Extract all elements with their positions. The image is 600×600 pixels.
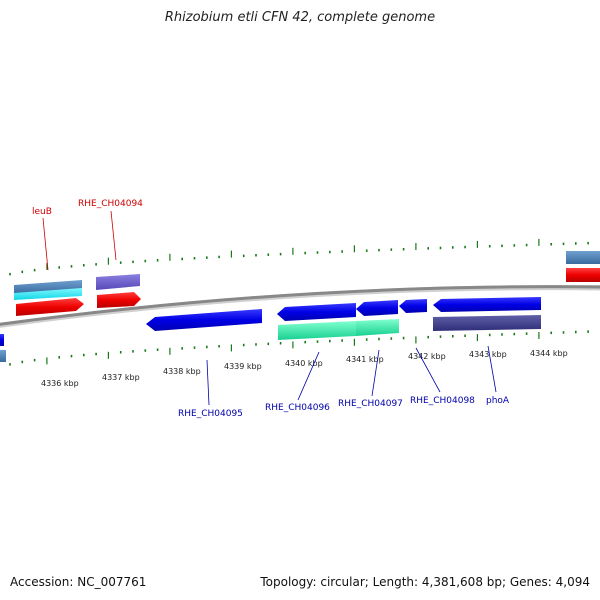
gene-feature[interactable] (96, 274, 140, 290)
lower-tick-track (9, 330, 589, 366)
reverse-gene-labels: RHE_CH04095 RHE_CH04096 RHE_CH04097 RHE_… (178, 345, 510, 419)
tick-label: 4342 kbp (408, 352, 446, 361)
gene-feature[interactable] (433, 297, 541, 312)
tick-label: 4337 kbp (102, 373, 140, 382)
gene-label-rhe-ch04096[interactable]: RHE_CH04096 (265, 403, 330, 413)
gene-feature[interactable] (0, 350, 6, 362)
gene-label-rhe-ch04098[interactable]: RHE_CH04098 (410, 396, 475, 406)
tick-label: 4341 kbp (346, 355, 384, 364)
gene-feature[interactable] (0, 334, 4, 346)
tick-label: 4339 kbp (224, 362, 262, 371)
gene-feature[interactable] (566, 268, 600, 282)
gene-feature[interactable] (356, 319, 399, 336)
tick-labels: 4336 kbp 4337 kbp 4338 kbp 4339 kbp 4340… (41, 349, 568, 388)
gene-feature[interactable] (146, 309, 262, 331)
gene-feature[interactable] (278, 321, 356, 340)
gene-label-rhe-ch04094[interactable]: RHE_CH04094 (78, 199, 143, 209)
gene-label-leub[interactable]: leuB (32, 207, 52, 217)
gene-feature[interactable] (277, 303, 356, 321)
genome-summary-text: Topology: circular; Length: 4,381,608 bp… (260, 575, 590, 589)
tick-label: 4336 kbp (41, 379, 79, 388)
accession-text: Accession: NC_007761 (10, 575, 147, 589)
gene-feature[interactable] (97, 292, 141, 308)
forward-gene-labels: leuB RHE_CH04094 (32, 199, 143, 271)
genome-title: Rhizobium etli CFN 42, complete genome (164, 10, 436, 25)
gene-feature[interactable] (14, 280, 82, 294)
gene-label-rhe-ch04097[interactable]: RHE_CH04097 (338, 399, 403, 409)
reverse-strand-features (0, 297, 541, 362)
tick-label: 4338 kbp (163, 367, 201, 376)
gene-feature[interactable] (14, 288, 82, 300)
forward-strand-features (14, 251, 600, 316)
gene-feature[interactable] (399, 299, 427, 313)
gene-label-phoa[interactable]: phoA (486, 396, 510, 406)
gene-feature[interactable] (566, 251, 600, 264)
gene-label-rhe-ch04095[interactable]: RHE_CH04095 (178, 409, 243, 419)
tick-label: 4340 kbp (285, 359, 323, 368)
upper-tick-track (9, 238, 589, 276)
tick-label: 4344 kbp (530, 349, 568, 358)
gene-feature[interactable] (356, 300, 398, 316)
tick-label: 4343 kbp (469, 350, 507, 359)
genome-backbone-line (0, 285, 600, 326)
gene-feature[interactable] (16, 298, 84, 316)
gene-feature[interactable] (433, 315, 541, 331)
